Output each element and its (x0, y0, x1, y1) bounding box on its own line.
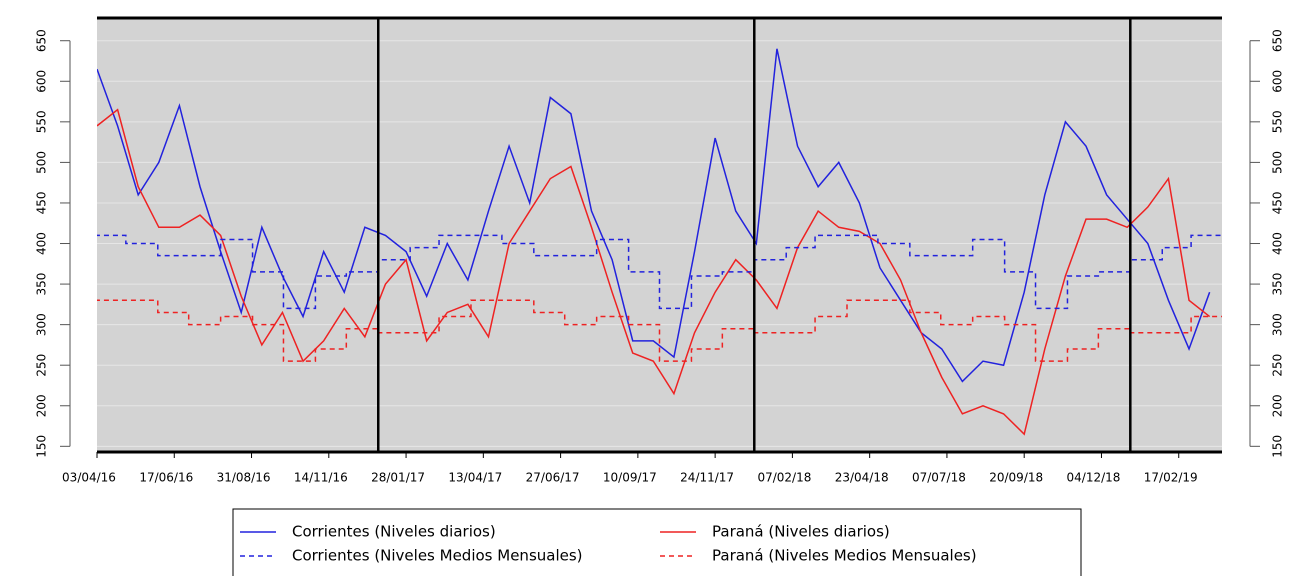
legend: Corrientes (Niveles diarios) Corrientes (… (240, 523, 977, 565)
y2-tick-label: 150 (1271, 435, 1285, 458)
y2-tick-label: 550 (1271, 110, 1285, 133)
x-tick-label: 24/11/17 (680, 471, 734, 485)
x-tick-label: 13/04/17 (448, 471, 502, 485)
x-tick-label: 28/01/17 (371, 471, 425, 485)
y2-tick-label: 400 (1271, 232, 1285, 255)
y2-tick-label: 500 (1271, 151, 1285, 174)
x-tick-label: 27/06/17 (526, 471, 580, 485)
y-tick-label: 350 (35, 273, 49, 296)
y-tick-label: 550 (35, 110, 49, 133)
x-tick-label: 17/06/16 (139, 471, 193, 485)
series-line (97, 108, 1211, 436)
x-tick-label: 07/02/18 (757, 471, 811, 485)
y2-tick-label: 450 (1271, 192, 1285, 215)
y2-tick-label: 300 (1271, 313, 1285, 336)
y-tick-label: 400 (35, 232, 49, 255)
x-tick-label: 14/11/16 (294, 471, 348, 485)
plot-area (97, 18, 1222, 452)
y-tick-label: 600 (35, 70, 49, 93)
marks (97, 40, 1222, 447)
y-tick-label: 250 (35, 354, 49, 377)
y2-tick-label: 650 (1271, 29, 1285, 52)
y2-tick-label: 250 (1271, 354, 1285, 377)
y2-tick-label: 200 (1271, 394, 1285, 417)
y-tick-label: 200 (35, 394, 49, 417)
x-tick-label: 31/08/16 (217, 471, 271, 485)
x-tick-label: 10/09/17 (603, 471, 657, 485)
x-tick-label: 23/04/18 (835, 471, 889, 485)
y-tick-label: 300 (35, 313, 49, 336)
legend-label: Paraná (Niveles Medios Mensuales) (712, 547, 977, 565)
series-line (97, 48, 1211, 383)
y2-tick-label: 350 (1271, 273, 1285, 296)
legend-label: Corrientes (Niveles Medios Mensuales) (292, 547, 583, 565)
x-tick-label: 07/07/18 (912, 471, 966, 485)
y-tick-label: 450 (35, 192, 49, 215)
x-tick-label: 20/09/18 (989, 471, 1043, 485)
x-tick-label: 04/12/18 (1067, 471, 1121, 485)
legend-box (232, 508, 1082, 576)
legend-label: Corrientes (Niveles diarios) (292, 523, 496, 541)
series-line (97, 299, 1222, 362)
x-tick-label: 03/04/16 (62, 471, 116, 485)
legend-label: Paraná (Niveles diarios) (712, 523, 890, 541)
y-tick-label: 650 (35, 29, 49, 52)
series-line (97, 234, 1222, 310)
x-tick-label: 17/02/19 (1144, 471, 1198, 485)
y-tick-label: 500 (35, 151, 49, 174)
y2-tick-label: 600 (1271, 70, 1285, 93)
y-tick-label: 150 (35, 435, 49, 458)
